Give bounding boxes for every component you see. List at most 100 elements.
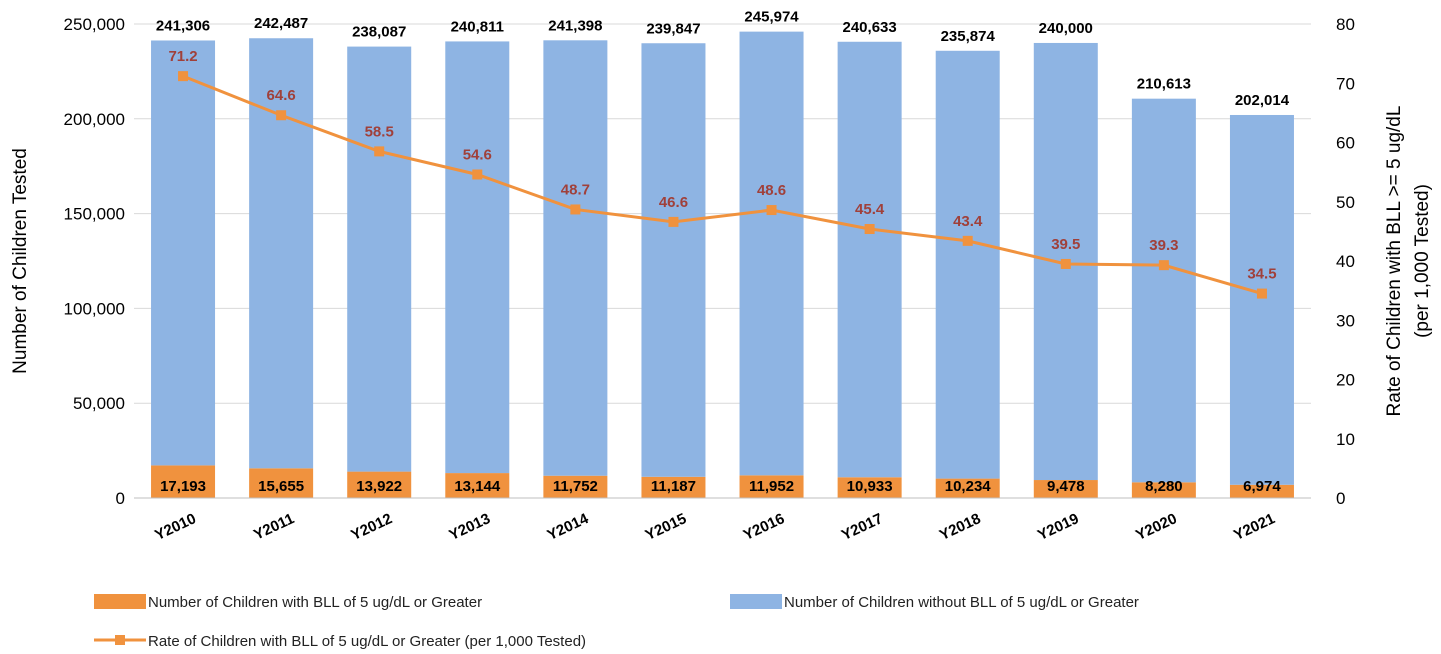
rate-label: 54.6 <box>463 146 492 163</box>
rate-label: 39.3 <box>1149 237 1178 254</box>
y-axis-title-right-line1: Rate of Children with BLL >= 5 ug/dL <box>1384 106 1405 417</box>
rate-label: 39.5 <box>1051 236 1080 253</box>
bar-with-bll <box>739 475 804 498</box>
with-bll-label: 9,478 <box>1047 478 1085 495</box>
total-label: 245,974 <box>744 9 799 26</box>
rate-marker <box>374 146 385 157</box>
y-axis-title-left: Number of Children Tested <box>10 148 31 374</box>
rate-label: 43.4 <box>953 213 983 230</box>
x-tick-label: Y2015 <box>643 510 689 544</box>
legend-item-with-bll: Number of Children with BLL of 5 ug/dL o… <box>94 594 482 611</box>
legend-label-without-bll: Number of Children without BLL of 5 ug/d… <box>784 594 1139 611</box>
rate-label: 64.6 <box>267 87 296 104</box>
with-bll-label: 17,193 <box>160 478 206 495</box>
gridlines <box>134 23 1311 404</box>
bar-with-bll <box>347 471 412 498</box>
bar-without-bll <box>641 43 706 477</box>
rate-label: 71.2 <box>168 48 197 65</box>
total-label: 239,847 <box>646 20 700 37</box>
bar-without-bll <box>347 46 412 472</box>
legend-label-with-bll: Number of Children with BLL of 5 ug/dL o… <box>148 594 482 611</box>
bar-without-bll <box>935 50 1000 479</box>
rate-line <box>178 71 1267 299</box>
legend-swatch-with-bll <box>94 594 146 609</box>
rate-marker <box>276 110 287 121</box>
with-bll-label: 11,952 <box>749 478 794 495</box>
bar-without-bll <box>445 41 510 474</box>
rate-label: 58.5 <box>365 123 394 140</box>
data-labels: 241,306 17,193 242,487 15,655 238,087 13,922 2… <box>156 9 1290 495</box>
x-tick-label: Y2019 <box>1035 510 1081 544</box>
legend-item-rate: Rate of Children with BLL of 5 ug/dL or … <box>94 633 586 650</box>
bar-with-bll <box>249 468 314 498</box>
x-tick-label: Y2021 <box>1231 510 1277 544</box>
legend-swatch-without-bll <box>730 594 782 609</box>
bar-with-bll <box>1229 484 1294 498</box>
bar-without-bll <box>837 41 902 478</box>
bar-without-bll <box>739 31 804 476</box>
rate-marker <box>472 169 483 180</box>
bar-with-bll <box>641 476 706 498</box>
legend-item-without-bll: Number of Children without BLL of 5 ug/d… <box>730 594 1139 611</box>
x-tick-label: Y2011 <box>251 510 297 543</box>
y-tick-left: 250,000 <box>64 15 125 34</box>
x-tick-label: Y2013 <box>446 510 492 544</box>
total-label: 242,487 <box>254 15 308 32</box>
bar-with-bll <box>1033 480 1098 498</box>
rate-marker <box>1060 258 1071 269</box>
rate-marker <box>570 204 581 215</box>
total-label: 202,014 <box>1235 92 1290 109</box>
with-bll-label: 10,933 <box>847 478 893 495</box>
y-tick-left: 0 <box>116 489 125 508</box>
rate-marker <box>766 205 777 216</box>
x-tick-label: Y2020 <box>1133 510 1179 544</box>
y-tick-right: 40 <box>1336 252 1355 271</box>
total-label: 241,398 <box>548 17 602 34</box>
y-tick-left: 50,000 <box>73 394 125 413</box>
rate-marker <box>864 224 875 235</box>
rate-label: 46.6 <box>659 194 688 211</box>
with-bll-label: 6,974 <box>1243 478 1281 495</box>
with-bll-label: 13,144 <box>454 478 501 495</box>
legend-label-rate: Rate of Children with BLL of 5 ug/dL or … <box>148 633 586 650</box>
total-label: 240,000 <box>1039 20 1093 37</box>
with-bll-label: 8,280 <box>1145 478 1183 495</box>
x-tick-label: Y2010 <box>152 510 198 544</box>
rate-marker <box>178 71 189 82</box>
y-axis-title-right-line2: (per 1,000 Tested) <box>1412 184 1433 338</box>
x-tick-label: Y2017 <box>839 510 885 544</box>
bar-without-bll <box>1131 98 1196 483</box>
total-label: 210,613 <box>1137 76 1191 93</box>
y-tick-right: 30 <box>1336 311 1355 330</box>
y-tick-right: 70 <box>1336 74 1355 93</box>
rate-marker <box>668 216 679 227</box>
bars <box>151 31 1294 498</box>
x-tick-label: Y2012 <box>348 510 394 544</box>
y-tick-right: 60 <box>1336 134 1355 153</box>
bar-without-bll <box>249 38 314 469</box>
bar-with-bll <box>543 475 608 498</box>
y-tick-right: 0 <box>1336 489 1345 508</box>
total-label: 240,811 <box>451 18 504 35</box>
y-tick-right: 10 <box>1336 430 1355 449</box>
y-tick-right: 80 <box>1336 15 1355 34</box>
rate-label: 48.6 <box>757 182 786 199</box>
y-tick-right: 20 <box>1336 371 1355 390</box>
total-label: 235,874 <box>941 28 996 45</box>
total-label: 241,306 <box>156 17 210 34</box>
bar-without-bll <box>1229 114 1294 485</box>
rate-label: 45.4 <box>855 201 885 218</box>
x-tick-label: Y2014 <box>545 510 592 544</box>
bar-with-bll <box>151 465 216 498</box>
bar-without-bll <box>543 40 608 476</box>
rate-label: 34.5 <box>1247 266 1276 283</box>
y-tick-left: 150,000 <box>64 205 125 224</box>
rate-label: 48.7 <box>561 181 590 198</box>
x-tick-label: Y2018 <box>937 510 983 544</box>
rate-marker <box>1158 260 1169 271</box>
legend-swatch-rate-marker <box>115 635 125 645</box>
legend: Number of Children with BLL of 5 ug/dL o… <box>94 594 1139 650</box>
rate-marker <box>962 235 973 246</box>
y-tick-right: 50 <box>1336 193 1355 212</box>
